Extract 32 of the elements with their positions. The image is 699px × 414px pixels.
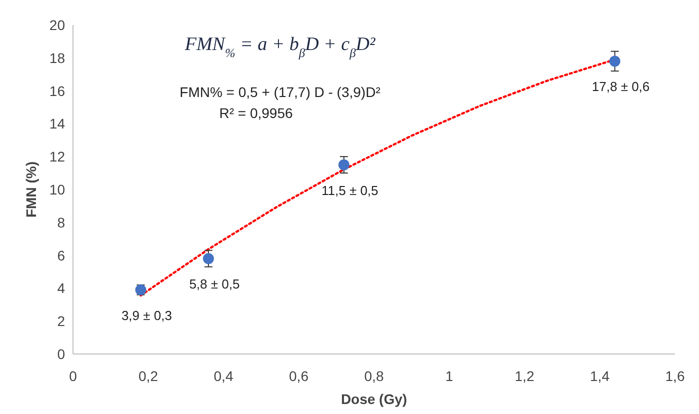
x-tick-label: 1,6	[665, 368, 685, 384]
y-tick-label: 4	[57, 280, 66, 296]
x-tick-label: 0,2	[138, 368, 158, 384]
y-tick-label: 2	[57, 313, 66, 330]
y-tick-label: 18	[49, 50, 66, 66]
data-label: 3,9 ± 0,3	[121, 308, 172, 323]
x-tick-label: 1,2	[514, 368, 534, 384]
data-label: 11,5 ± 0,5	[322, 182, 378, 198]
x-tick-label: 0,6	[289, 368, 309, 384]
point	[609, 56, 620, 67]
data-label: 17,8 ± 0,6	[592, 79, 650, 94]
annotation: FMN% = 0,5 + (17,7) D - (3,9)D²	[180, 84, 381, 100]
data-label: 5,8 ± 0,5	[189, 276, 240, 292]
x-tick-label: 0,4	[214, 368, 234, 384]
y-tick-label: 0	[57, 346, 66, 362]
point	[202, 253, 214, 264]
y-tick-label: 6	[57, 247, 66, 264]
x-tick-label: 1	[445, 368, 454, 384]
y-tick-label: 10	[49, 182, 66, 198]
y-tick-label: 14	[49, 116, 66, 132]
point	[338, 159, 350, 170]
annotation: FMN$_{%}$ = a + b$_{β}$D + c$_{β}$D²	[184, 34, 376, 60]
y-tick-label: 12	[49, 148, 66, 165]
y-axis-title: FMN (%)	[23, 162, 39, 218]
annotation: R² = 0,9956	[219, 105, 293, 121]
x-tick-label: 1,4	[590, 368, 610, 384]
x-tick-label: 0,8	[364, 368, 384, 384]
y-tick-label: 20	[49, 17, 66, 33]
y-tick-label: 8	[57, 214, 66, 230]
x-tick-label: 0	[69, 368, 78, 384]
y-tick-label: 16	[49, 82, 66, 99]
x-axis-title: Dose (Gy)	[340, 391, 408, 407]
